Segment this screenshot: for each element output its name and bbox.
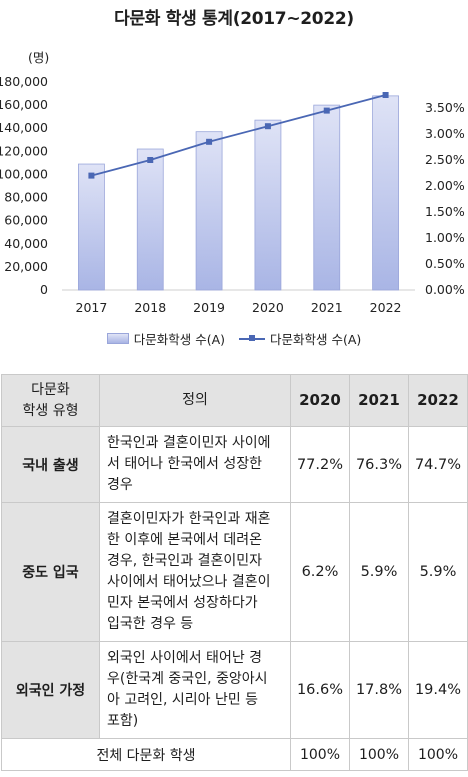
student-type-table: 다문화 학생 유형 정의 2020 2021 2022 국내 출생 한국인과 결…	[1, 374, 468, 771]
y-tick-label: 120,000	[0, 143, 48, 158]
y-tick-label: 140,000	[0, 120, 48, 135]
total-label: 전체 다문화 학생	[1, 738, 291, 771]
chart-title: 다문화 학생 통계(2017~2022)	[114, 9, 354, 29]
line-point	[264, 123, 271, 130]
row-value-2021: 76.3%	[349, 426, 409, 503]
row-value-2022: 74.7%	[408, 426, 468, 503]
table-row: 중도 입국 결혼이민자가 한국인과 재혼 한 이후에 본국에서 데려온 경우, …	[1, 502, 468, 642]
row-value-2022: 5.9%	[408, 502, 468, 642]
bar	[372, 95, 399, 291]
combo-chart: (명) 0 20,000 40,000 60,000 80,000 100,000 120,…	[0, 50, 465, 315]
definition-line: 우(한국계 중국인, 중앙아시	[107, 671, 268, 687]
definition-line: 포함)	[107, 713, 139, 729]
header-year-2022: 2022	[408, 374, 468, 427]
legend-label-bar: 다문화학생 수(A)	[133, 331, 225, 347]
bar	[136, 148, 164, 291]
definition-line: 경우	[107, 477, 133, 493]
definition-line: 외국인 사이에서 태어난 경	[107, 650, 263, 666]
line-point	[147, 157, 154, 163]
y2-tick-label: 3.00%	[425, 126, 465, 141]
line-point	[382, 92, 389, 98]
y2-tick-label: 1.00%	[425, 230, 465, 245]
definition-line: 서 태어나 한국에서 성장한	[107, 456, 263, 472]
header-type: 다문화 학생 유형	[1, 374, 100, 427]
chart-legend: 다문화학생 수(A) 다문화학생 수(A)	[0, 328, 468, 348]
row-definition: 한국인과 결혼이민자 사이에 서 태어나 한국에서 성장한 경우	[99, 426, 291, 503]
total-value-2022: 100%	[408, 738, 468, 771]
y2-tick-label: 1.50%	[425, 204, 465, 219]
legend-bar-swatch	[106, 332, 129, 344]
bar	[78, 163, 105, 291]
definition-line: 민자 본국에서 성장하다가	[107, 595, 258, 611]
total-value-2020: 100%	[290, 738, 350, 771]
y-tick-label: 60,000	[4, 213, 48, 228]
table-header-row: 다문화 학생 유형 정의 2020 2021 2022	[1, 374, 468, 427]
y-tick-label: 100,000	[0, 166, 48, 181]
x-tick-label: 2018	[134, 300, 166, 315]
y-axis-unit-label: (명)	[28, 50, 49, 65]
row-type: 국내 출생	[1, 426, 100, 503]
header-definition: 정의	[99, 374, 291, 427]
row-type: 중도 입국	[1, 502, 100, 642]
y2-tick-label: 3.50%	[425, 100, 465, 115]
line-point	[323, 107, 330, 114]
y-tick-label: 180,000	[0, 74, 48, 89]
bar	[313, 104, 341, 291]
y2-tick-label: 2.00%	[425, 178, 465, 193]
definition-line: 경우, 한국인과 결혼이민자	[107, 553, 263, 569]
table-row: 외국인 가정 외국인 사이에서 태어난 경 우(한국계 중국인, 중앙아시 아 …	[1, 641, 468, 739]
y-tick-label: 80,000	[4, 190, 48, 205]
legend-item-line: 다문화학생 수(A)	[239, 329, 361, 348]
header-year-2021: 2021	[349, 374, 409, 427]
row-value-2021: 5.9%	[349, 502, 409, 642]
definition-line: 아 고려인, 시리아 난민 등	[107, 692, 259, 708]
definition-line: 한국인과 결혼이민자 사이에	[107, 435, 271, 451]
row-definition: 결혼이민자가 한국인과 재혼 한 이후에 본국에서 데려온 경우, 한국인과 결…	[99, 502, 291, 642]
row-value-2022: 19.4%	[408, 641, 468, 739]
y2-tick-label: 2.50%	[425, 152, 465, 167]
bar	[254, 119, 282, 291]
y-tick-label: 20,000	[4, 259, 48, 274]
definition-line: 입국한 경우 등	[107, 616, 194, 632]
y-tick-label: 40,000	[4, 236, 48, 251]
row-value-2021: 17.8%	[349, 641, 409, 739]
header-type-line2: 학생 유형	[22, 402, 79, 419]
header-year-2020: 2020	[290, 374, 350, 427]
definition-line: 결혼이민자가 한국인과 재혼	[107, 511, 271, 527]
x-tick-label: 2017	[76, 300, 108, 315]
definition-line: 한 이후에 본국에서 데려온	[107, 532, 263, 548]
x-tick-label: 2021	[311, 300, 343, 315]
y2-tick-label: 0.00%	[425, 282, 465, 297]
legend-label-line: 다문화학생 수(A)	[270, 331, 362, 347]
y-tick-label: 160,000	[0, 97, 48, 112]
total-value-2021: 100%	[349, 738, 409, 771]
table-row: 국내 출생 한국인과 결혼이민자 사이에 서 태어나 한국에서 성장한 경우 7…	[1, 426, 468, 503]
trend-line	[91, 94, 386, 177]
row-value-2020: 6.2%	[290, 502, 350, 642]
table-total-row: 전체 다문화 학생 100% 100% 100%	[1, 738, 468, 771]
row-type: 외국인 가정	[1, 641, 100, 739]
bar	[195, 131, 223, 291]
x-tick-label: 2022	[370, 300, 402, 315]
legend-item-bar: 다문화학생 수(A)	[106, 329, 225, 348]
row-definition: 외국인 사이에서 태어난 경 우(한국계 중국인, 중앙아시 아 고려인, 시리…	[99, 641, 291, 739]
line-point	[206, 138, 213, 145]
y2-tick-label: 0.50%	[425, 256, 465, 271]
header-type-line1: 다문화	[31, 381, 70, 398]
y-tick-label: 0	[40, 282, 48, 297]
legend-line-swatch	[239, 333, 265, 344]
row-value-2020: 77.2%	[290, 426, 350, 503]
definition-line: 사이에서 태어났으나 결혼이	[107, 574, 271, 590]
line-point	[88, 172, 95, 179]
row-value-2020: 16.6%	[290, 641, 350, 739]
x-tick-label: 2020	[252, 300, 284, 315]
x-tick-label: 2019	[193, 300, 225, 315]
